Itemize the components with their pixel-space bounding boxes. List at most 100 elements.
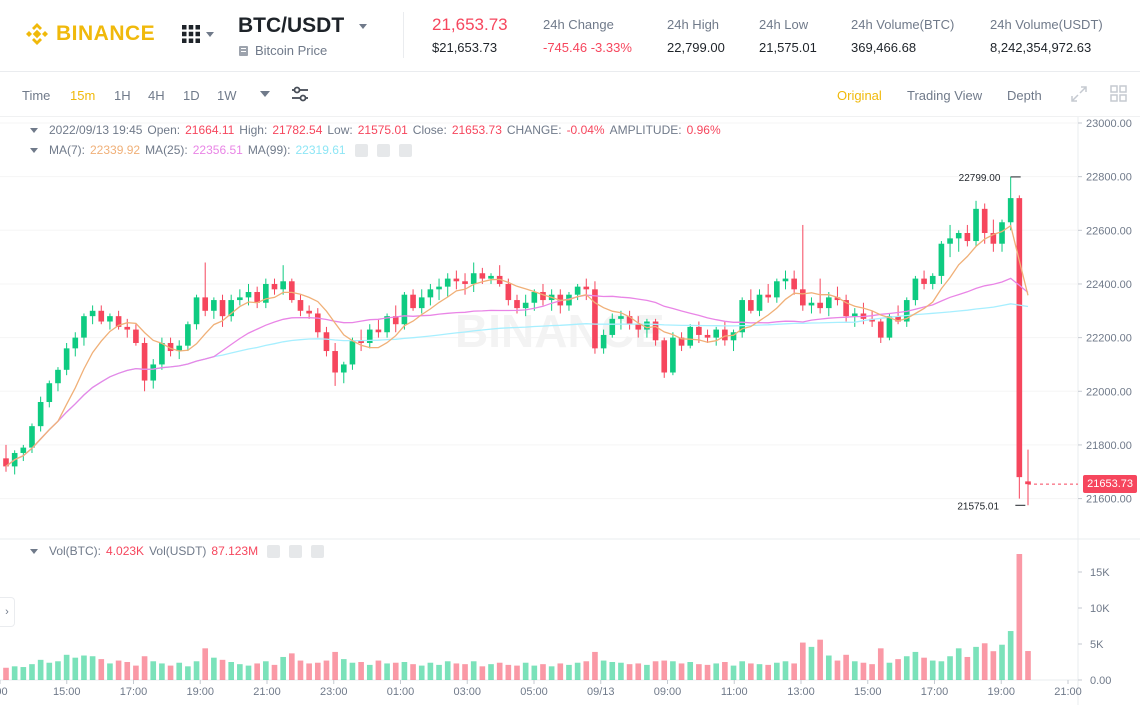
pair-selector[interactable]: BTC/USDT Bitcoin Price	[238, 14, 368, 58]
volume-bar	[903, 656, 910, 680]
header-divider	[403, 12, 404, 58]
candle-body	[687, 326, 694, 346]
close-icon[interactable]	[398, 143, 412, 157]
chevron-down-icon	[359, 24, 368, 29]
pair-subtitle: Bitcoin Price	[255, 43, 328, 58]
volume-bar	[436, 664, 442, 680]
candle-body	[436, 286, 442, 290]
volume-bar	[817, 639, 823, 680]
volume-bar	[990, 651, 997, 680]
view-depth[interactable]: Depth	[1007, 88, 1042, 103]
candle-body	[72, 337, 79, 349]
view-trading-view[interactable]: Trading View	[907, 88, 983, 103]
volume-bar	[401, 662, 408, 680]
interval-1d[interactable]: 1D	[183, 88, 200, 103]
close-label: Close:	[412, 123, 447, 137]
volume-bar	[470, 661, 477, 680]
settings-icon[interactable]	[289, 544, 303, 558]
candle-body	[895, 316, 901, 322]
candle-body	[514, 300, 520, 309]
candle-body	[98, 310, 105, 322]
candle-body	[384, 316, 390, 333]
candle-body	[817, 302, 823, 309]
volume-usdt-stat: 24h Volume(USDT) 8,242,354,972.63	[990, 17, 1103, 55]
expand-side-panel-button[interactable]: ›	[0, 597, 15, 627]
eye-icon[interactable]	[267, 544, 281, 558]
collapse-triangle-icon[interactable]	[30, 127, 38, 133]
volume-bar	[410, 664, 416, 680]
close-icon[interactable]	[311, 544, 325, 558]
candle-body	[55, 369, 61, 384]
candle-body	[401, 294, 408, 325]
candlestick-chart[interactable]: 23000.00 22800.00 22600.00 22400.00 22200.00…	[0, 117, 1140, 705]
volume-axis-label: 10K	[1090, 603, 1110, 615]
volume-axis-label: 15K	[1090, 567, 1110, 579]
low-label: Low:	[327, 123, 353, 137]
time-axis-label: 15:00	[854, 686, 882, 698]
chevron-down-icon	[206, 32, 214, 37]
time-axis-label: 13:00	[787, 686, 815, 698]
change-value: -0.04%	[566, 123, 605, 137]
low-marker-label: 21575.01	[957, 501, 999, 512]
chart-area[interactable]: 23000.00 22800.00 22600.00 22400.00 22200.00…	[0, 117, 1140, 705]
candle-body	[375, 329, 382, 333]
volume-bar	[150, 661, 157, 680]
volume-bar	[1007, 631, 1014, 680]
volume-bar	[63, 654, 70, 680]
volume-bar	[358, 662, 364, 680]
binance-logo[interactable]: BINANCE	[24, 21, 155, 47]
time-axis-label: 03:00	[453, 686, 481, 698]
high-label: High:	[239, 123, 268, 137]
interval-4h[interactable]: 4H	[148, 88, 165, 103]
time-axis-label: 01:00	[387, 686, 415, 698]
interval-15m[interactable]: 15m	[70, 88, 96, 103]
vol-btc-value: 4.023K	[106, 544, 145, 558]
interval-1w[interactable]: 1W	[217, 88, 237, 103]
collapse-triangle-icon[interactable]	[30, 548, 38, 554]
settings-icon[interactable]	[376, 143, 390, 157]
volume-legend: Vol(BTC): 4.023K Vol(USDT) 87.123M	[30, 544, 325, 558]
binance-watermark: BINANCE	[455, 305, 665, 357]
volume-bar	[895, 659, 901, 680]
volume-bar	[886, 662, 893, 680]
candle-body	[349, 340, 356, 365]
volume-bar	[592, 651, 598, 680]
candle-body	[704, 334, 711, 338]
candle-body	[531, 292, 538, 303]
candle-body	[609, 318, 616, 335]
volume-bar	[46, 662, 53, 680]
candle-body	[340, 364, 347, 373]
view-original[interactable]: Original	[837, 88, 882, 103]
last-price-block: 21,653.73 $21,653.73	[432, 15, 508, 55]
interval-time[interactable]: Time	[22, 88, 51, 103]
volume-bar	[20, 667, 27, 680]
volume-bar	[522, 662, 529, 680]
candle-body	[808, 302, 815, 306]
volume-bar	[72, 657, 79, 680]
more-intervals-chevron-icon[interactable]	[259, 89, 271, 99]
volume-bar	[696, 664, 702, 680]
eye-icon[interactable]	[354, 143, 368, 157]
candle-body	[981, 208, 988, 233]
time-axis-label: 19:00	[186, 686, 214, 698]
layout-grid-icon[interactable]	[1110, 85, 1127, 102]
candle-body	[652, 321, 659, 341]
last-price-usd: $21,653.73	[432, 40, 498, 55]
vol-btc-label: Vol(BTC):	[49, 544, 102, 558]
apps-menu-button[interactable]	[181, 24, 215, 44]
volume-bar	[219, 659, 226, 680]
candle-body	[453, 278, 460, 282]
candle-body	[635, 324, 642, 330]
candle-body	[470, 273, 477, 284]
interval-1h[interactable]: 1H	[114, 88, 131, 103]
fullscreen-icon[interactable]	[1071, 86, 1087, 102]
candle-body	[644, 321, 650, 330]
volume-bar	[774, 662, 780, 680]
volume-bar	[185, 666, 191, 680]
collapse-triangle-icon[interactable]	[30, 147, 38, 153]
settings-sliders-icon[interactable]	[291, 85, 309, 103]
volume-bar	[193, 661, 200, 680]
candle-body	[722, 329, 728, 341]
volume-bar	[314, 662, 321, 680]
candle-body	[479, 273, 486, 279]
